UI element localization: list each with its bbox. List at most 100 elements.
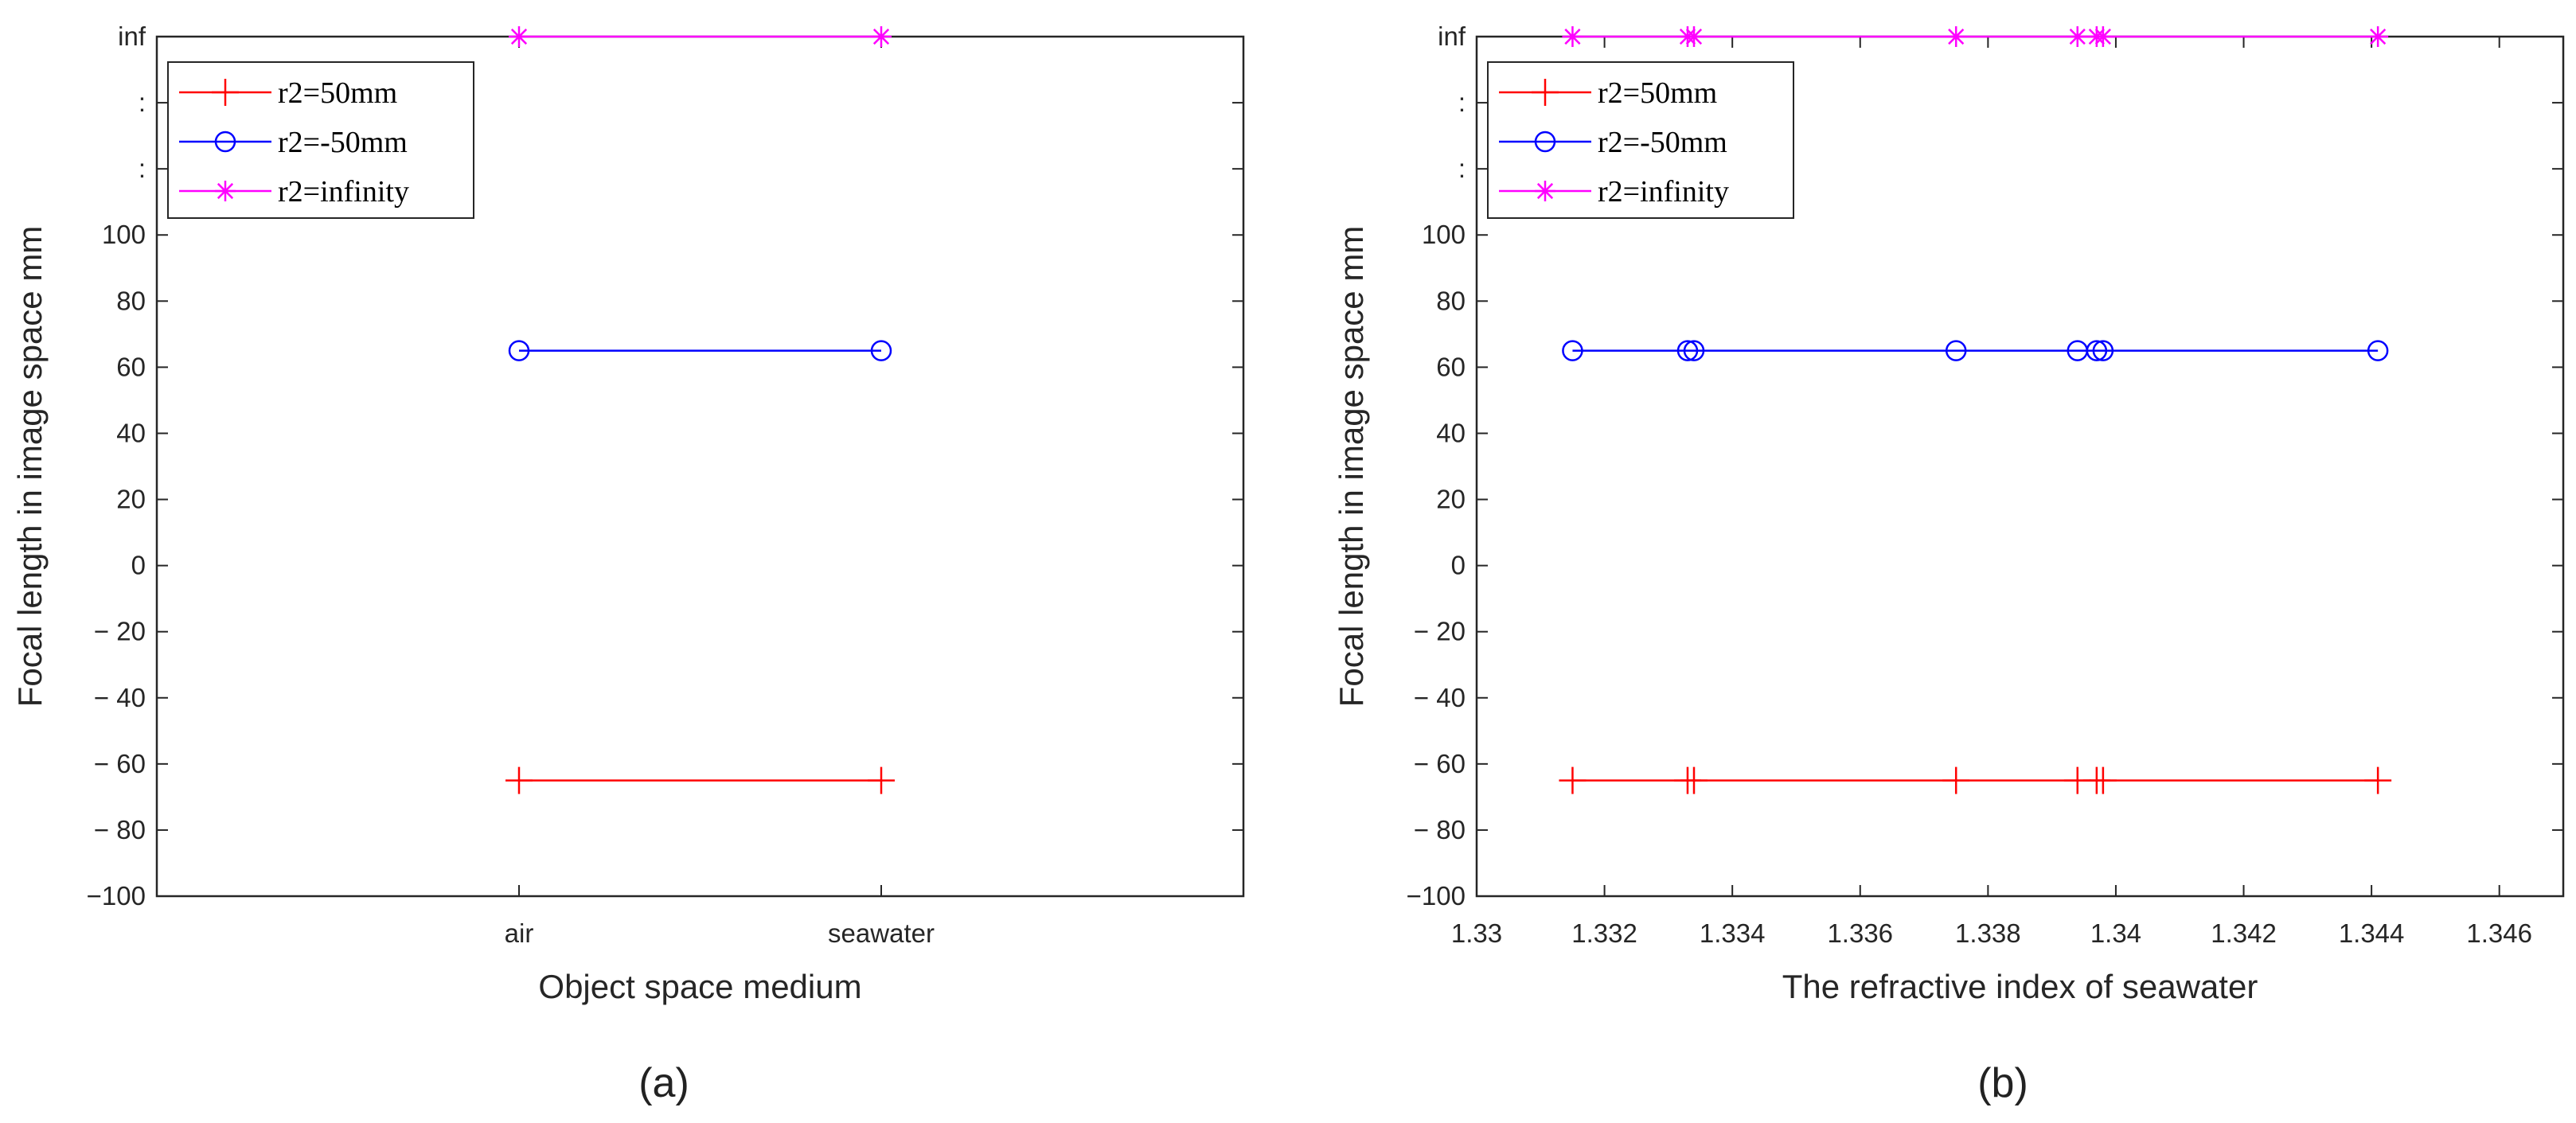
legend-item: r2=50mm — [1499, 76, 1717, 110]
star-marker-ray — [510, 28, 528, 45]
data-point — [2367, 340, 2389, 361]
circle-marker — [508, 340, 530, 361]
x-axis-label: Object space medium — [538, 968, 861, 1005]
x-tick-label: 1.346 — [2466, 918, 2532, 948]
data-point — [2089, 766, 2117, 794]
y-tick-label: − 20 — [94, 617, 146, 646]
data-point — [508, 340, 530, 361]
y-tick-label: − 40 — [94, 683, 146, 712]
data-point — [1946, 26, 1967, 47]
data-point — [1676, 340, 1699, 361]
legend-item: r2=-50mm — [179, 126, 408, 159]
legend-marker — [1532, 79, 1559, 106]
series-star — [509, 26, 892, 47]
data-point — [870, 340, 892, 361]
legend-item: r2=infinity — [179, 175, 409, 209]
data-point — [505, 766, 533, 794]
data-point — [1562, 26, 1583, 47]
y-tick-label: 0 — [1451, 551, 1466, 580]
legend: r2=50mm r2=-50mm r2=infinity — [1487, 61, 1794, 219]
star-marker-ray — [872, 28, 890, 45]
star-marker-ray — [2094, 28, 2111, 45]
x-tick-label: 1.334 — [1700, 918, 1766, 948]
legend-marker — [1535, 181, 1555, 201]
data-point — [868, 766, 895, 794]
series-circle — [508, 340, 892, 361]
data-point — [1680, 766, 1708, 794]
y-tick-label: − 60 — [1414, 749, 1466, 778]
y-tick-label: − 80 — [94, 815, 146, 844]
legend-label: r2=50mm — [1598, 76, 1717, 110]
x-tick-label: air — [505, 918, 534, 948]
star-marker-ray — [2370, 28, 2387, 45]
circle-marker — [214, 131, 236, 153]
legend-label: r2=-50mm — [278, 126, 408, 159]
star-marker-ray — [1685, 28, 1703, 45]
y-tick-label: −100 — [1407, 881, 1466, 910]
y-tick-label: 100 — [102, 220, 146, 249]
y-break-label: : — [1458, 154, 1466, 183]
y-break-label: inf — [118, 21, 146, 51]
data-point — [2364, 766, 2392, 794]
series-circle — [1562, 340, 2389, 361]
data-point — [1683, 340, 1705, 361]
x-tick-label: seawater — [828, 918, 935, 948]
star-marker-ray — [1564, 28, 1581, 45]
legend-label: r2=50mm — [278, 76, 397, 110]
data-point — [2092, 26, 2113, 47]
legend-item: r2=50mm — [179, 76, 397, 110]
legend-label: r2=-50mm — [1598, 126, 1727, 159]
star-marker-ray — [2069, 28, 2086, 45]
circle-marker — [1676, 340, 1699, 361]
data-point — [1684, 26, 1704, 47]
legend-marker — [214, 131, 236, 153]
data-point — [2367, 26, 2389, 47]
legend-marker — [212, 79, 239, 106]
circle-marker — [1945, 340, 1967, 361]
legend-marker — [215, 181, 236, 201]
figure-caption: (a) — [638, 1060, 689, 1106]
x-tick-label: 1.342 — [2211, 918, 2277, 948]
y-break-label: : — [139, 154, 146, 183]
legend-item: r2=infinity — [1499, 175, 1729, 209]
star-marker-ray — [217, 182, 234, 200]
y-tick-label: − 20 — [1414, 617, 1466, 646]
x-tick-label: 1.332 — [1571, 918, 1637, 948]
series-star — [1562, 26, 2389, 47]
circle-marker — [2092, 340, 2114, 361]
circle-marker — [1562, 340, 1583, 361]
x-tick-label: 1.34 — [2090, 918, 2141, 948]
y-tick-label: 60 — [116, 352, 146, 381]
y-break-label: : — [1458, 88, 1466, 117]
legend-marker — [1534, 131, 1556, 153]
legend-label: r2=infinity — [1598, 175, 1729, 209]
legend-box — [167, 61, 474, 219]
y-axis-label: Focal length in image space mm — [11, 226, 49, 708]
legend-box — [1487, 61, 1794, 219]
chart-a: −100 − 80 − 60 − 40 − 20 0 20 40 60 80 100:: infair… — [11, 21, 1245, 1106]
data-point — [1942, 766, 1970, 794]
y-tick-label: 100 — [1422, 220, 1466, 249]
circle-marker — [2086, 340, 2108, 361]
y-tick-label: −100 — [87, 881, 146, 910]
data-point — [2086, 340, 2108, 361]
x-tick-label: 1.336 — [1827, 918, 1893, 948]
y-break-label: : — [139, 88, 146, 117]
data-point — [509, 26, 529, 47]
data-point — [871, 26, 892, 47]
circle-marker — [1683, 340, 1705, 361]
y-axis-label: Focal length in image space mm — [1333, 226, 1370, 708]
chart-b: −100 − 80 − 60 − 40 − 20 0 20 40 60 80 100:: inf1.3… — [1333, 21, 2565, 1106]
x-tick-label: 1.344 — [2339, 918, 2405, 948]
y-tick-label: 20 — [116, 485, 146, 514]
star-marker-ray — [1948, 28, 1965, 45]
data-point — [1559, 766, 1587, 794]
legend-label: r2=infinity — [278, 175, 409, 209]
y-tick-label: 40 — [116, 418, 146, 447]
y-tick-label: − 40 — [1414, 683, 1466, 712]
y-tick-label: 60 — [1436, 352, 1466, 381]
legend-item: r2=-50mm — [1499, 126, 1727, 159]
x-tick-label: 1.33 — [1451, 918, 1502, 948]
series-plus — [505, 766, 895, 794]
